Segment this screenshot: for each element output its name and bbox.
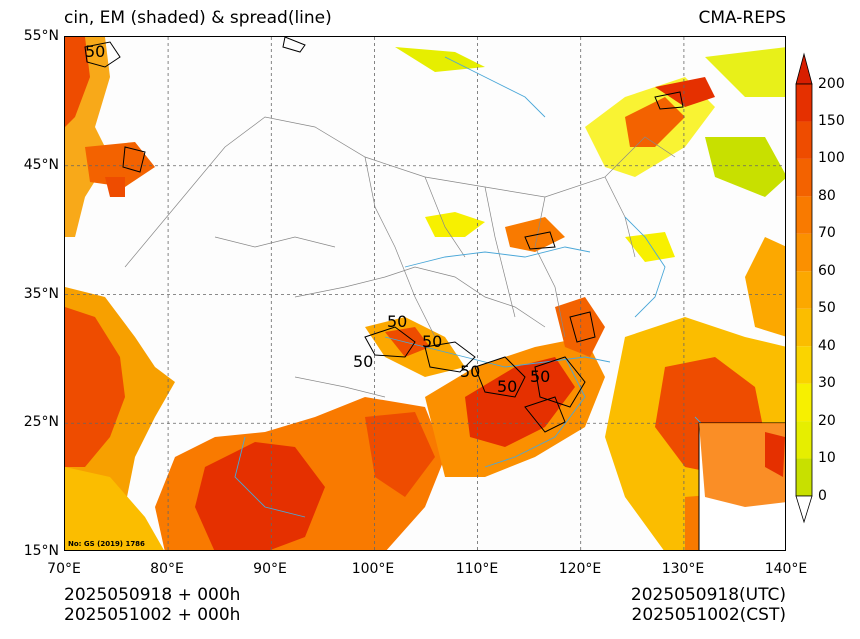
lon-label: 100°E bbox=[351, 561, 395, 577]
colorbar-label: 0 bbox=[818, 488, 827, 504]
valid-time-cst: 2025051002(CST) bbox=[631, 605, 786, 625]
contour-label: 50 bbox=[422, 332, 442, 351]
init-time-line2: 2025051002 + 000h bbox=[64, 605, 241, 625]
lon-label: 130°E bbox=[661, 561, 705, 577]
lon-label: 120°E bbox=[558, 561, 602, 577]
colorbar bbox=[795, 52, 813, 524]
colorbar-segment bbox=[796, 271, 812, 309]
map-approval-number: No: GS (2019) 1786 bbox=[68, 540, 145, 548]
valid-time-utc: 2025050918(UTC) bbox=[630, 585, 786, 605]
lon-label: 110°E bbox=[455, 561, 499, 577]
contour-labels: 50 50 50 50 50 50 50 bbox=[85, 42, 550, 396]
lon-label: 70°E bbox=[47, 561, 81, 577]
colorbar-under-arrow bbox=[795, 495, 813, 524]
colorbar-segment bbox=[796, 383, 812, 422]
lon-label: 80°E bbox=[150, 561, 184, 577]
lat-label: 55°N bbox=[23, 28, 59, 44]
colorbar-label: 100 bbox=[818, 150, 845, 166]
graticule bbox=[65, 37, 785, 550]
colorbar-label: 30 bbox=[818, 375, 836, 391]
colorbar-label: 60 bbox=[818, 263, 836, 279]
shaded-field bbox=[65, 37, 785, 550]
colorbar-segment bbox=[796, 121, 812, 159]
lon-label: 90°E bbox=[253, 561, 287, 577]
colorbar-segment bbox=[796, 233, 812, 272]
lat-label: 25°N bbox=[23, 414, 59, 430]
colorbar-label: 20 bbox=[818, 413, 836, 429]
colorbar-label: 10 bbox=[818, 450, 836, 466]
model-name: CMA-REPS bbox=[698, 8, 786, 28]
contour-label: 50 bbox=[387, 312, 407, 331]
contour-label: 50 bbox=[497, 377, 517, 396]
spread-contours bbox=[84, 37, 684, 433]
colorbar-label: 150 bbox=[818, 113, 845, 129]
contour-label: 50 bbox=[353, 352, 373, 371]
colorbar-segment bbox=[796, 421, 812, 459]
plot-title: cin, EM (shaded) & spread(line) bbox=[64, 8, 332, 28]
map-canvas: 50 50 50 50 50 50 50 bbox=[65, 37, 785, 550]
colorbar-label: 70 bbox=[818, 225, 836, 241]
init-time-line1: 2025050918 + 000h bbox=[64, 585, 241, 605]
colorbar-segment bbox=[796, 346, 812, 384]
lat-label: 35°N bbox=[23, 286, 59, 302]
colorbar-label: 50 bbox=[818, 300, 836, 316]
colorbar-label: 80 bbox=[818, 188, 836, 204]
colorbar-segment bbox=[796, 458, 812, 496]
colorbar-segment bbox=[796, 158, 812, 197]
colorbar-segment bbox=[796, 308, 812, 347]
colorbar-label: 200 bbox=[818, 76, 845, 92]
lon-label: 140°E bbox=[764, 561, 808, 577]
colorbar-label: 40 bbox=[818, 338, 836, 354]
map-panel: 50 50 50 50 50 50 50 No: GS (2019) 1786 bbox=[64, 36, 786, 551]
colorbar-segment bbox=[796, 84, 812, 122]
contour-label: 50 bbox=[460, 362, 480, 381]
lat-label: 45°N bbox=[23, 157, 59, 173]
contour-label: 50 bbox=[85, 42, 105, 61]
lat-label: 15°N bbox=[23, 543, 59, 559]
colorbar-over-arrow bbox=[795, 52, 813, 85]
contour-label: 50 bbox=[530, 367, 550, 386]
colorbar-segment bbox=[796, 196, 812, 234]
